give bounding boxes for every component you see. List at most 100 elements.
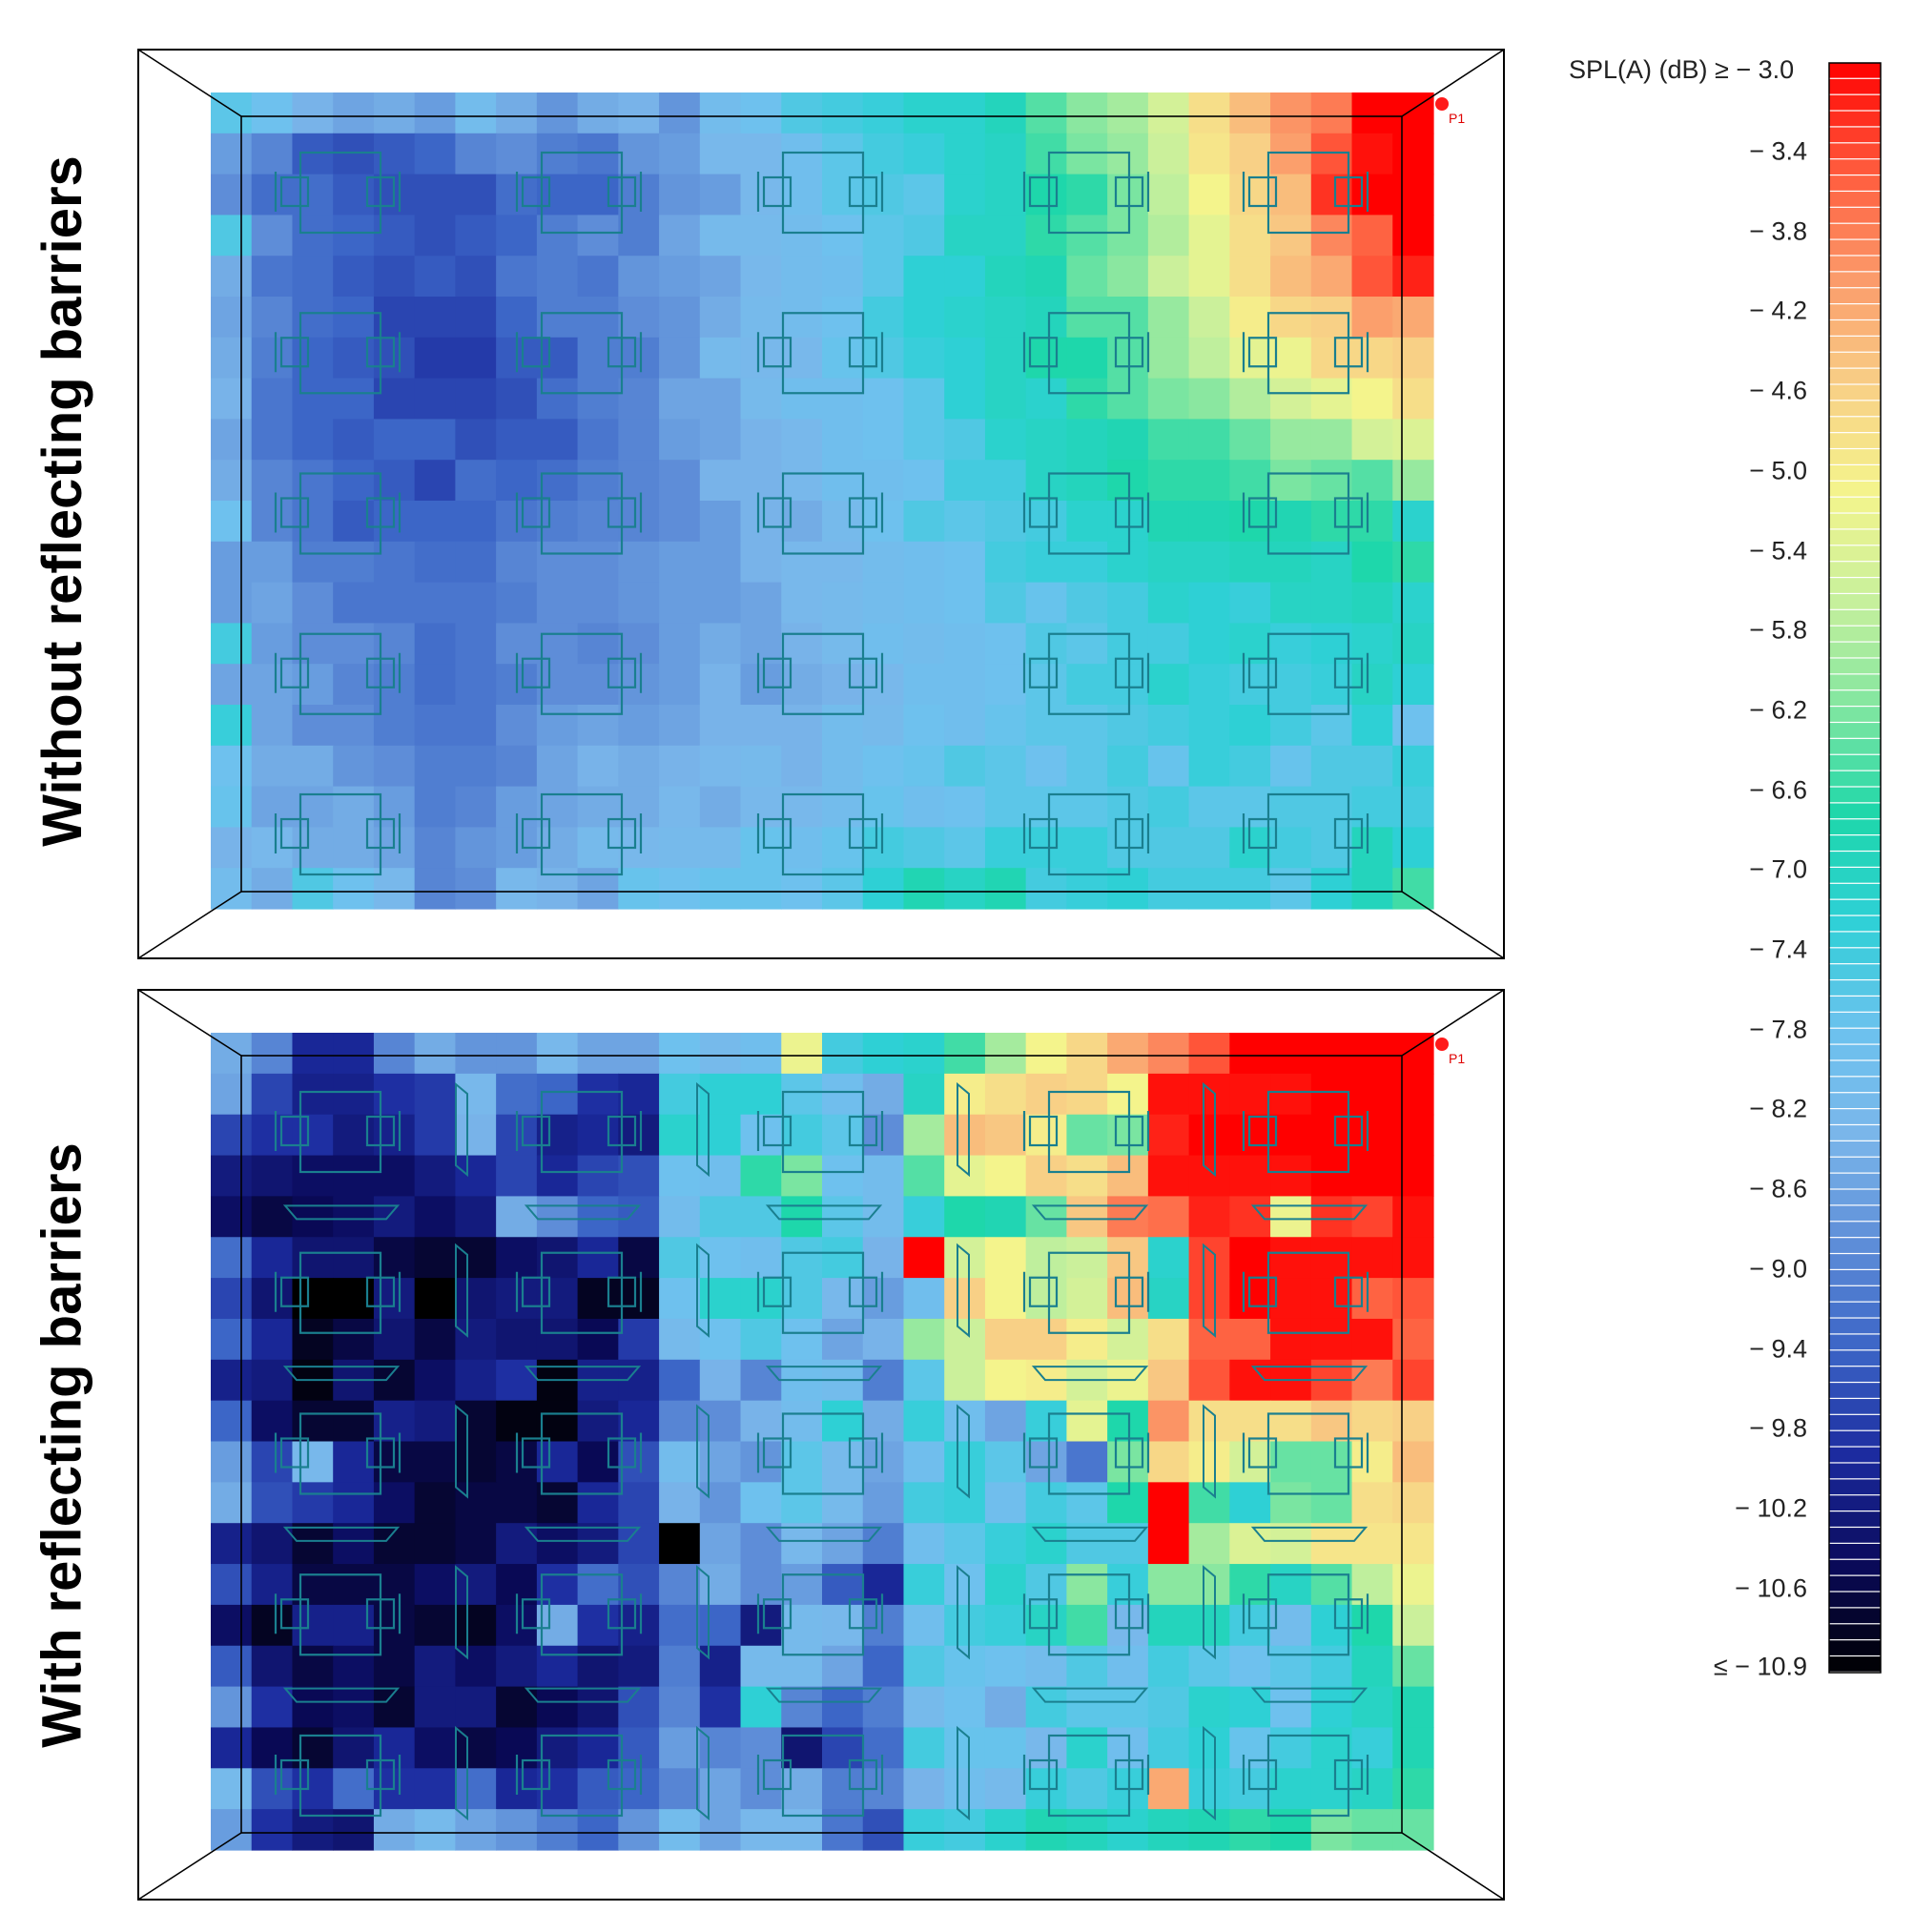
heatmap-cell	[903, 1359, 945, 1402]
heatmap-cell	[211, 337, 253, 380]
heatmap-cell	[1392, 664, 1434, 706]
chair-outline	[1247, 497, 1278, 528]
heatmap-cell	[1270, 256, 1312, 298]
heatmap-cell	[740, 1073, 782, 1116]
heatmap-cell	[211, 1727, 253, 1769]
heatmap-cell	[1147, 92, 1190, 134]
heatmap-cell	[944, 133, 986, 175]
heatmap-cell	[577, 1400, 619, 1443]
chair-outline	[1028, 1758, 1059, 1791]
legend-swatch	[1829, 1543, 1881, 1559]
heatmap-cell	[740, 378, 782, 420]
heatmap-cell	[1025, 1604, 1067, 1647]
chair-outline	[1114, 657, 1144, 689]
chair-outline	[607, 175, 637, 208]
heatmap-cell	[1351, 745, 1393, 788]
heatmap-cell	[211, 1482, 253, 1524]
heatmap-cell	[1310, 1441, 1353, 1483]
legend-swatch	[1829, 1463, 1881, 1479]
chair-outline	[521, 175, 551, 208]
heatmap-cell	[1188, 174, 1230, 216]
heatmap-cell	[1351, 623, 1393, 665]
heatmap-cell	[1351, 133, 1393, 175]
heatmap-cell	[659, 582, 701, 624]
heatmap-cell	[1270, 1400, 1312, 1443]
chair-outline	[848, 657, 878, 689]
heatmap-cell	[455, 215, 497, 257]
heatmap-cell	[822, 1073, 864, 1116]
heatmap-cell	[1066, 337, 1108, 380]
heatmap-cell	[251, 215, 294, 257]
heatmap-cell	[944, 786, 986, 828]
barrier-vertical	[696, 1725, 710, 1821]
legend-tick-label: − 5.8	[1749, 615, 1807, 645]
heatmap-cell	[781, 1237, 823, 1279]
heatmap-cell	[1310, 256, 1353, 298]
heatmap-cell	[659, 1768, 701, 1810]
legend-swatch	[1829, 111, 1881, 127]
heatmap-cell	[1066, 460, 1108, 502]
heatmap-cell	[1229, 1400, 1271, 1443]
heatmap-cell	[984, 827, 1027, 869]
heatmap-cell	[1270, 297, 1312, 339]
barrier-horizontal	[765, 1526, 883, 1542]
desk-outline	[298, 1734, 382, 1818]
heatmap-cell	[1107, 1033, 1149, 1075]
heatmap-cell	[822, 705, 864, 747]
legend-swatch	[1829, 288, 1881, 303]
heatmap-cell	[944, 1482, 986, 1524]
heatmap-cell	[822, 378, 864, 420]
heatmap-cell	[1392, 1645, 1434, 1688]
heatmap-cell	[659, 419, 701, 461]
chair-outline	[279, 1758, 310, 1791]
heatmap-cell	[333, 1400, 375, 1443]
chair-outline	[279, 817, 310, 850]
heatmap-cell	[740, 133, 782, 175]
heatmap-cell	[414, 664, 456, 706]
heatmap-cell	[1107, 419, 1149, 461]
heatmap-cell	[903, 337, 945, 380]
heatmap-cell	[944, 1686, 986, 1729]
heatmap-cell	[577, 1686, 619, 1729]
heatmap-cell	[1188, 133, 1230, 175]
heatmap-cell	[984, 1237, 1027, 1279]
heatmap-cell	[251, 133, 294, 175]
heatmap-cell	[414, 1073, 456, 1116]
heatmap-cell	[618, 1482, 660, 1524]
heatmap-cell	[373, 1196, 416, 1238]
heatmap-cell	[251, 378, 294, 420]
heatmap-cell	[414, 623, 456, 665]
heatmap-cell	[211, 664, 253, 706]
heatmap-cell	[1025, 501, 1067, 543]
heatmap-cell	[903, 1768, 945, 1810]
heatmap-cell	[1147, 1727, 1190, 1769]
heatmap-cell	[455, 1686, 497, 1729]
desk-outline	[1047, 1573, 1131, 1656]
heatmap-cell	[455, 1441, 497, 1483]
heatmap-cell	[984, 1114, 1027, 1157]
chair-outline	[521, 817, 551, 850]
desk-outline	[1047, 1251, 1131, 1334]
heatmap-cell	[1351, 1482, 1393, 1524]
heatmap-cell	[251, 582, 294, 624]
heatmap-cell	[944, 1196, 986, 1238]
legend-swatch	[1829, 384, 1881, 401]
heatmap-cell	[1066, 664, 1108, 706]
desk-outline	[781, 1573, 865, 1656]
legend-swatch	[1829, 915, 1881, 932]
heatmap-cell	[903, 827, 945, 869]
heatmap-cell	[1147, 786, 1190, 828]
chair-outline	[848, 1437, 878, 1469]
heatmap-cell	[1351, 501, 1393, 543]
legend-swatch	[1829, 771, 1881, 787]
heatmap-cell	[1107, 460, 1149, 502]
desk-outline	[1266, 632, 1350, 715]
heatmap-cell	[903, 215, 945, 257]
heatmap-cell	[1270, 1523, 1312, 1565]
heatmap-cell	[903, 1645, 945, 1688]
heatmap-cell	[251, 1686, 294, 1729]
heatmap-cell	[1351, 92, 1393, 134]
legend-swatch	[1829, 127, 1881, 143]
heatmap-cell	[822, 133, 864, 175]
chair-outline	[365, 1276, 396, 1307]
